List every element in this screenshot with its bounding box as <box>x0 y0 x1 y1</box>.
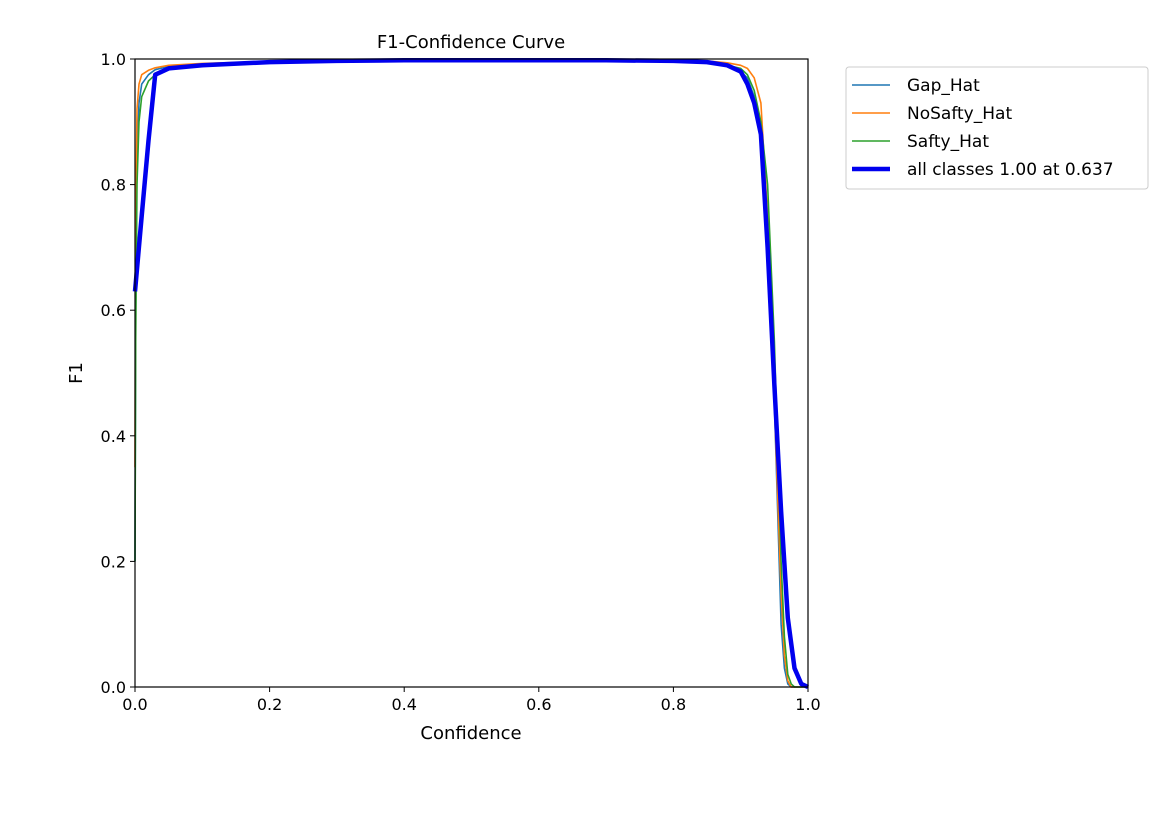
plot-frame <box>134 58 809 688</box>
x-tick-label: 0.2 <box>257 695 282 714</box>
series-line-all-classes-1-00-at-0-637 <box>132 58 809 690</box>
x-axis-ticks: 0.0 0.2 0.4 0.6 0.8 1.0 <box>122 687 821 714</box>
x-tick-label: 0.0 <box>122 695 147 714</box>
y-tick-label: 0.4 <box>101 427 126 446</box>
y-axis-label: F1 <box>66 362 87 384</box>
legend-box <box>845 66 1149 190</box>
series-line-safty-hat <box>134 59 808 688</box>
series-line-nosafty-hat <box>134 58 808 688</box>
y-tick-label: 0.2 <box>101 552 126 571</box>
series-line-gap-hat <box>134 59 808 688</box>
y-tick-label: 0.6 <box>101 301 126 320</box>
y-tick-label: 1.0 <box>101 50 126 69</box>
x-axis-label: Confidence <box>420 723 521 744</box>
x-tick-label: 0.6 <box>526 695 551 714</box>
y-tick-label: 0.0 <box>101 678 126 697</box>
plot-lines <box>132 58 809 690</box>
legend-label: all classes 1.00 at 0.637 <box>907 160 1114 180</box>
x-tick-label: 0.4 <box>391 695 416 714</box>
legend-label: Gap_Hat <box>907 76 980 96</box>
legend-label: NoSafty_Hat <box>907 104 1012 124</box>
chart-title: F1-Confidence Curve <box>377 32 565 53</box>
y-axis-ticks: 0.0 0.2 0.4 0.6 0.8 1.0 <box>101 50 135 697</box>
y-tick-label: 0.8 <box>101 176 126 195</box>
x-tick-label: 0.8 <box>661 695 686 714</box>
legend-label: Safty_Hat <box>907 132 989 152</box>
x-tick-label: 1.0 <box>795 695 820 714</box>
